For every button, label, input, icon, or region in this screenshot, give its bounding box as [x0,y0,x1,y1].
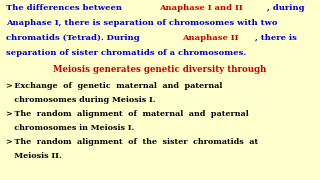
Text: Anaphase I, there is separation of chromosomes with two: Anaphase I, there is separation of chrom… [6,19,277,27]
Text: , during: , during [267,4,305,12]
Text: > Exchange  of  genetic  maternal  and  paternal: > Exchange of genetic maternal and pater… [6,82,222,89]
Text: > The  random  alignment  of  maternal  and  paternal: > The random alignment of maternal and p… [6,110,249,118]
Text: chromosomes in Meiosis I.: chromosomes in Meiosis I. [6,124,134,132]
Text: Anaphase II: Anaphase II [182,34,238,42]
Text: separation of sister chromatids of a chromosomes.: separation of sister chromatids of a chr… [6,49,246,57]
Text: Meiosis generates genetic diversity through: Meiosis generates genetic diversity thro… [53,65,267,74]
Text: chromosomes during Meiosis I.: chromosomes during Meiosis I. [6,96,155,103]
Text: Anaphase I and II: Anaphase I and II [159,4,243,12]
Text: > The  random  alignment  of  the  sister  chromatids  at: > The random alignment of the sister chr… [6,138,258,146]
Text: Meiosis II.: Meiosis II. [6,152,61,160]
Text: , there is: , there is [255,34,297,42]
Text: chromatids (Tetrad). During: chromatids (Tetrad). During [6,34,142,42]
Text: The differences between: The differences between [6,4,124,12]
